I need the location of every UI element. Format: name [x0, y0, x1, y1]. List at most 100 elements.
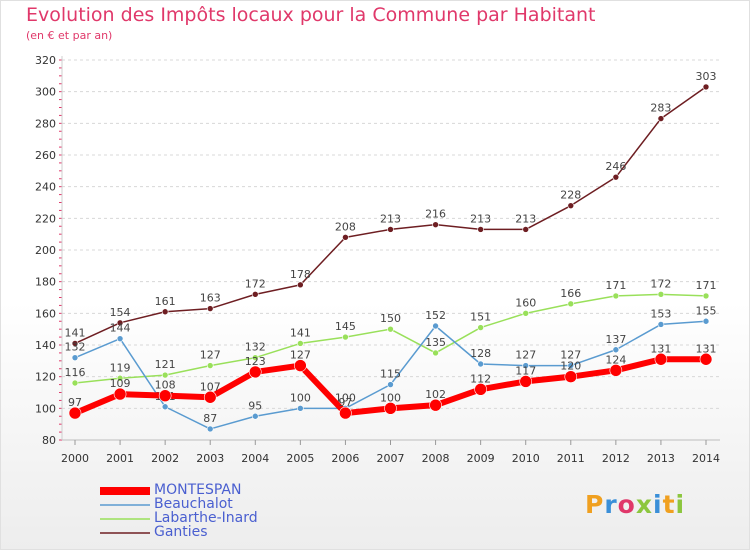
y-tick-label: 240 [35, 181, 56, 194]
data-label-montespan: 127 [290, 349, 311, 362]
data-point-ganties [161, 308, 169, 316]
data-label-labarthe-inard: 135 [425, 336, 446, 349]
x-tick-label: 2013 [647, 452, 675, 465]
data-point-ganties [432, 221, 439, 228]
data-point-beauchalot [567, 362, 575, 369]
data-point-beauchalot [702, 317, 710, 325]
data-label-labarthe-inard: 160 [515, 296, 536, 309]
data-label-beauchalot: 132 [65, 341, 86, 354]
y-tick-label: 200 [35, 244, 56, 257]
data-label-beauchalot: 95 [248, 399, 262, 412]
data-label-labarthe-inard: 166 [560, 287, 581, 300]
data-point-beauchalot [432, 322, 439, 330]
data-point-ganties [342, 234, 349, 241]
data-label-labarthe-inard: 119 [110, 361, 131, 374]
data-label-ganties: 154 [110, 306, 131, 319]
y-tick-label: 320 [35, 54, 56, 67]
data-point-ganties [71, 340, 79, 347]
data-point-labarthe-inard [251, 354, 259, 361]
data-point-beauchalot [477, 360, 484, 368]
data-point-labarthe-inard [71, 379, 79, 387]
data-label-ganties: 216 [425, 208, 446, 221]
data-label-montespan: 123 [245, 355, 266, 368]
legend-label-montespan: MONTESPAN [154, 482, 242, 498]
data-point-montespan [564, 370, 578, 383]
data-label-labarthe-inard: 127 [200, 349, 221, 362]
data-label-beauchalot: 144 [110, 322, 131, 335]
logo-letter: P [585, 490, 605, 519]
data-label-montespan: 97 [68, 396, 82, 409]
data-label-beauchalot: 127 [515, 349, 536, 362]
data-label-ganties: 213 [515, 212, 536, 225]
data-point-beauchalot [116, 335, 124, 342]
data-label-beauchalot: 115 [380, 368, 401, 381]
data-point-labarthe-inard [612, 292, 620, 300]
data-label-beauchalot: 100 [335, 391, 356, 404]
data-point-montespan [68, 406, 82, 420]
data-label-montespan: 124 [605, 353, 626, 366]
data-label-labarthe-inard: 171 [605, 279, 626, 292]
data-point-beauchalot [206, 425, 214, 433]
legend-label-labarthe-inard: Labarthe-Inard [154, 510, 258, 526]
data-point-labarthe-inard [116, 374, 124, 382]
x-tick-label: 2012 [602, 452, 630, 465]
chart-subtitle: (en € et par an) [26, 29, 113, 42]
x-tick-label: 2004 [241, 452, 269, 465]
data-point-labarthe-inard [161, 371, 169, 379]
data-label-ganties: 303 [696, 70, 717, 83]
data-label-ganties: 163 [200, 292, 221, 305]
data-point-montespan [609, 364, 623, 377]
data-label-montespan: 109 [110, 377, 131, 390]
data-point-labarthe-inard [206, 362, 214, 369]
data-point-ganties [612, 173, 620, 181]
data-point-labarthe-inard [387, 325, 394, 333]
x-tick-label: 2006 [331, 452, 359, 465]
data-label-montespan: 117 [515, 364, 536, 377]
data-point-labarthe-inard [567, 300, 575, 308]
legend-swatches [100, 487, 150, 534]
series-beauchalot: 1321441018795100100115152128127127137153… [65, 304, 717, 433]
x-tick-label: 2011 [557, 452, 585, 465]
legend-label-beauchalot: Beauchalot [154, 496, 233, 512]
data-label-montespan: 107 [200, 380, 221, 393]
data-point-montespan [654, 352, 668, 366]
logo-letter: x [635, 490, 653, 519]
y-tick-label: 80 [42, 434, 56, 447]
data-point-ganties [116, 319, 124, 327]
data-label-ganties: 208 [335, 220, 356, 233]
data-point-beauchalot [522, 362, 530, 369]
data-point-labarthe-inard [702, 292, 710, 300]
data-point-montespan [519, 375, 533, 388]
data-point-ganties [297, 281, 304, 289]
data-label-labarthe-inard: 172 [650, 277, 671, 290]
data-point-beauchalot [71, 354, 79, 361]
data-label-labarthe-inard: 171 [696, 279, 717, 292]
y-tick-label: 280 [35, 117, 56, 130]
x-tick-label: 2002 [151, 452, 179, 465]
data-point-montespan [113, 387, 127, 401]
data-point-ganties [477, 226, 484, 233]
grid-lines [62, 59, 720, 441]
data-point-beauchalot [297, 405, 304, 412]
data-point-labarthe-inard [297, 340, 304, 347]
data-point-labarthe-inard [522, 310, 530, 317]
logo-letter: o [617, 490, 636, 519]
y-tick-label: 220 [35, 212, 56, 225]
proxiti-logo: Proxiti [585, 490, 685, 519]
data-label-montespan: 120 [560, 360, 581, 373]
data-label-ganties: 246 [605, 160, 626, 173]
data-label-labarthe-inard: 150 [380, 312, 401, 325]
data-point-ganties [251, 291, 259, 298]
data-point-montespan [158, 389, 172, 402]
data-label-beauchalot: 100 [290, 391, 311, 404]
logo-letter: t [662, 490, 676, 519]
axes: 80 100 120 140 160 180 200 220 240 260 280 300 320 20… [35, 54, 720, 465]
data-label-ganties: 172 [245, 277, 266, 290]
logo-letter: i [675, 490, 686, 519]
data-label-labarthe-inard: 141 [290, 326, 311, 339]
data-point-montespan [203, 390, 217, 404]
data-point-labarthe-inard [477, 324, 484, 331]
x-tick-label: 2010 [512, 452, 540, 465]
